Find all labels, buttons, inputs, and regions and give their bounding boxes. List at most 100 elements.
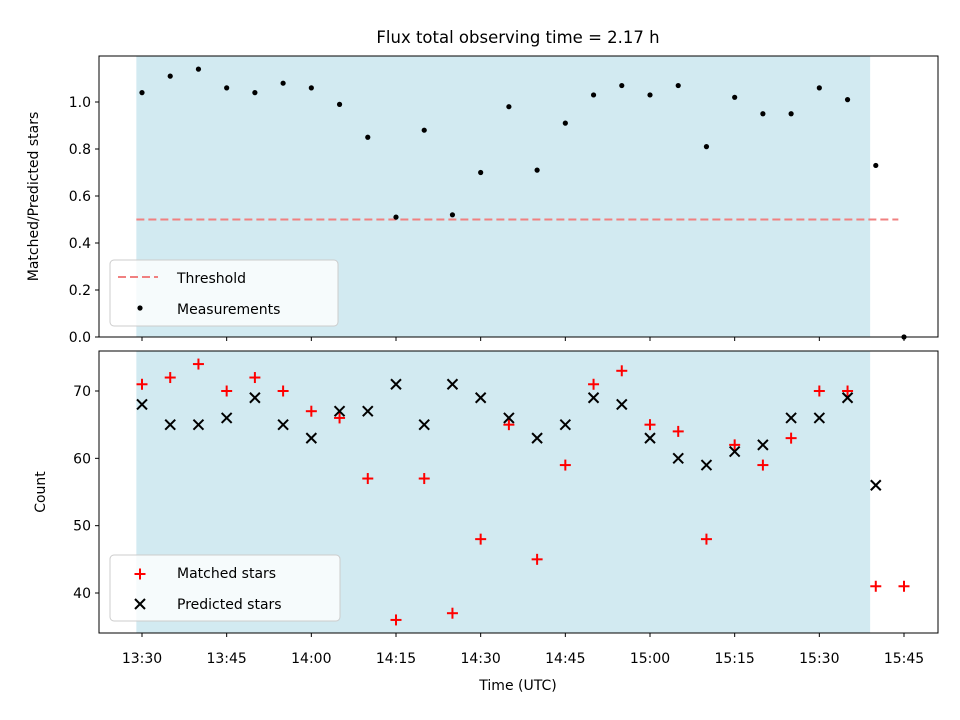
- top-legend-box: [109, 259, 339, 327]
- predicted-star-point: [531, 432, 543, 444]
- predicted-star-point: [813, 412, 826, 424]
- predicted-star-point: [559, 418, 572, 431]
- measurement-point: [844, 97, 851, 103]
- predicted-star-point: [305, 432, 318, 444]
- matched-star-point: [221, 385, 233, 397]
- predicted-star-point: [587, 392, 600, 404]
- matched-star-point: [277, 385, 289, 397]
- bottom-y-axis-label: Count: [33, 471, 49, 513]
- measurement-point: [421, 127, 427, 133]
- top-panel: 0.0 0.2 0.4 0.6 0.8 1.0 Matched/Predicted sta…: [26, 55, 939, 346]
- measurement-point: [365, 134, 371, 140]
- predicted-star-point: [418, 418, 430, 431]
- matched-star-point: [305, 405, 317, 417]
- predicted-star-point: [700, 459, 713, 471]
- measurement-point: [280, 80, 286, 86]
- measurement-point: [562, 120, 568, 126]
- top-y-tick-label: 0.6: [69, 189, 91, 205]
- matched-star-point: [870, 580, 882, 592]
- matched-star-point: [644, 419, 656, 431]
- predicted-star-point: [474, 392, 487, 404]
- predicted-star-point: [672, 452, 684, 465]
- predicted-star-point: [870, 479, 882, 491]
- x-tick-label: 15:30: [799, 651, 839, 667]
- x-tick-label: 15:15: [714, 651, 754, 667]
- top-y-axis-label: Matched/Predicted stars: [26, 112, 42, 282]
- top-x-ticks: [141, 337, 905, 341]
- measurement-point: [139, 90, 145, 96]
- measurement-point: [675, 82, 681, 89]
- matched-star-point: [559, 459, 571, 471]
- measurement-point: [703, 144, 710, 150]
- x-tick-label: 15:00: [630, 651, 670, 667]
- matched-star-point: [813, 385, 825, 397]
- matched-star-point: [616, 365, 628, 377]
- x-tick-label: 13:45: [206, 651, 246, 667]
- top-axes-frame: [98, 55, 939, 338]
- predicted-star-point: [841, 392, 854, 404]
- bottom-axes-frame: [98, 350, 939, 634]
- predicted-star-point: [220, 412, 233, 424]
- matched-star-point: [700, 533, 712, 545]
- top-measurements: [139, 66, 907, 340]
- legend-matched-label: Matched stars: [177, 566, 276, 582]
- top-y-tick-label: 0.8: [69, 142, 91, 158]
- measurement-point: [478, 169, 484, 176]
- bottom-x-axis: 13:30 13:45 14:00 14:15 14:30 14:45 15:00 15:15…: [122, 633, 924, 667]
- bottom-y-tick-label: 70: [73, 384, 91, 400]
- matched-star-point: [446, 607, 458, 619]
- measurement-point: [590, 92, 597, 98]
- top-y-tick-label: 0.4: [69, 236, 91, 252]
- x-tick-label: 15:45: [884, 651, 924, 667]
- legend-measurements-label: Measurements: [177, 302, 280, 318]
- measurement-point: [506, 104, 512, 110]
- predicted-star-point: [333, 405, 346, 417]
- matched-star-point: [503, 419, 515, 431]
- measurement-point: [647, 92, 653, 98]
- predicted-star-point: [192, 418, 205, 431]
- predicted-star-point: [728, 445, 741, 458]
- x-tick-label: 14:00: [291, 651, 331, 667]
- predicted-star-point: [446, 378, 459, 390]
- legend-matched-swatch: [134, 568, 146, 580]
- top-y-tick-label: 1.0: [69, 95, 91, 111]
- predicted-star-point: [249, 392, 261, 404]
- top-y-tick-label: 0.0: [69, 330, 91, 346]
- legend-predicted-swatch: [134, 598, 146, 610]
- predicted-star-point: [785, 412, 797, 424]
- predicted-star-point: [503, 412, 515, 424]
- measurement-point: [619, 82, 625, 89]
- matched-star-point: [362, 473, 374, 485]
- x-tick-label: 13:30: [122, 651, 162, 667]
- matched-star-point: [842, 385, 854, 397]
- matched-star-point: [475, 533, 487, 545]
- measurement-point: [732, 94, 738, 100]
- chart-title: Flux total observing time = 2.17 h: [376, 28, 659, 47]
- top-legend: Threshold Measurements: [109, 259, 339, 327]
- matched-star-point: [192, 358, 204, 370]
- top-y-axis: 0.0 0.2 0.4 0.6 0.8 1.0: [69, 95, 99, 346]
- measurement-point: [336, 101, 343, 107]
- predicted-star-point: [362, 405, 374, 417]
- predicted-star-point: [757, 439, 769, 451]
- matched-star-point: [164, 372, 176, 384]
- measurement-point: [760, 111, 766, 117]
- x-tick-label: 14:45: [545, 651, 585, 667]
- predicted-star-point: [136, 398, 148, 411]
- matched-star-point: [757, 459, 769, 471]
- measurement-point: [167, 73, 173, 79]
- predicted-star-point: [616, 398, 628, 411]
- matched-star-point: [672, 425, 684, 437]
- matched-star-point: [249, 372, 261, 384]
- measurement-point: [873, 162, 879, 169]
- matched-star-point: [785, 432, 797, 444]
- x-axis-label: Time (UTC): [478, 678, 556, 694]
- bottom-legend-box: [109, 554, 341, 622]
- measurement-point: [195, 66, 202, 72]
- measurement-point: [534, 167, 540, 173]
- measurement-point: [816, 85, 822, 91]
- legend-predicted-label: Predicted stars: [177, 597, 282, 613]
- measurement-point: [224, 85, 230, 91]
- x-tick-label: 14:30: [460, 651, 500, 667]
